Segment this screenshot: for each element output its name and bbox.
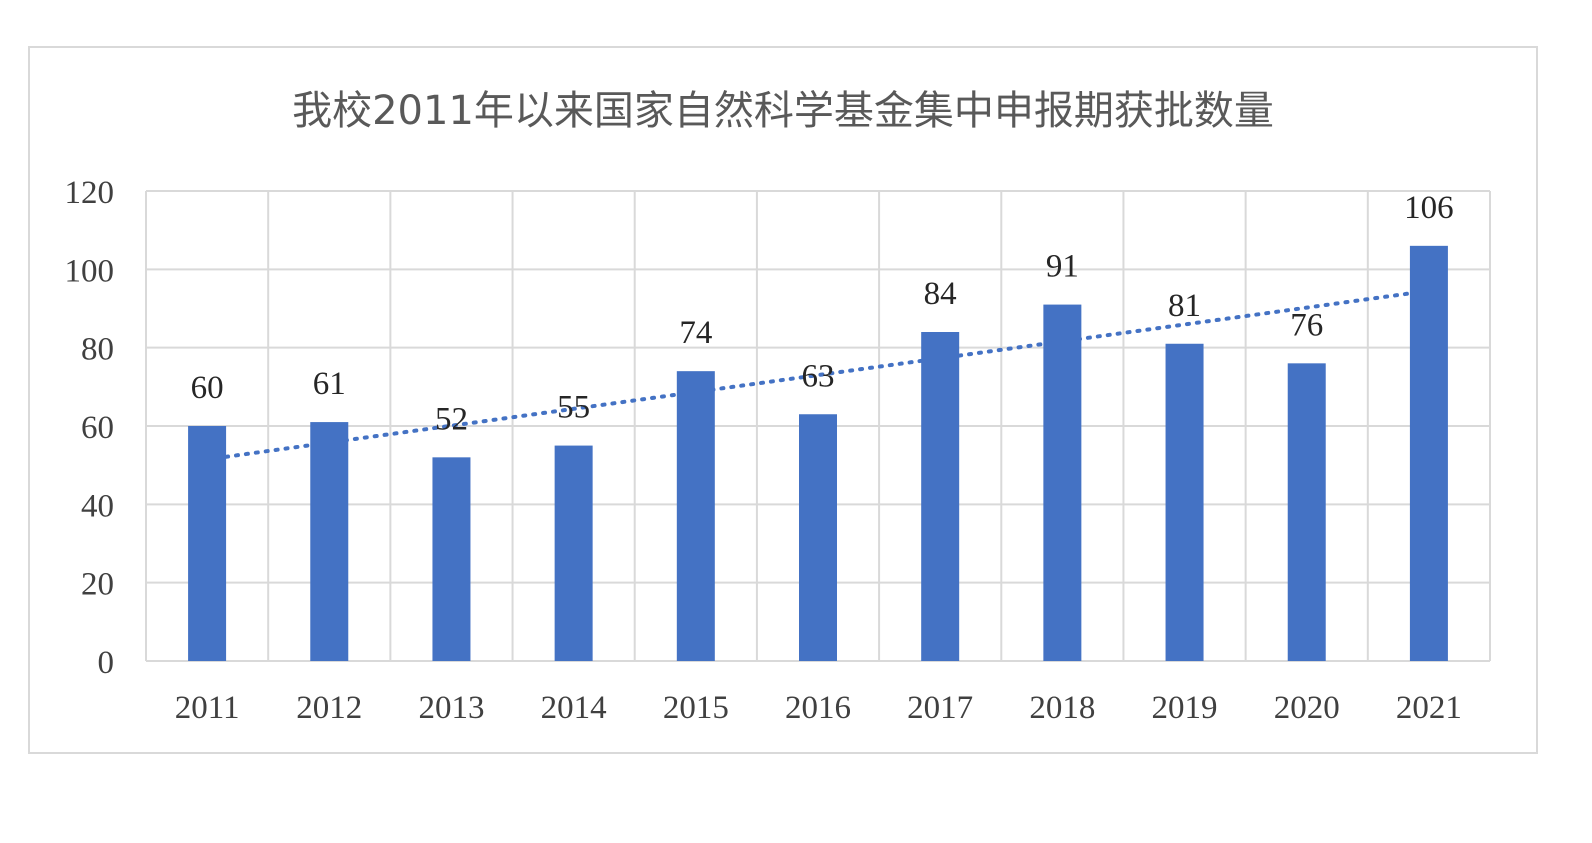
bar [432, 457, 471, 661]
bar [921, 332, 960, 661]
chart-frame [28, 46, 1538, 754]
bar [676, 371, 715, 661]
data-label: 76 [1290, 307, 1323, 343]
y-axis-ticks: 0 20 40 60 80 100 120 [65, 175, 115, 681]
x-tick-label: 2012 [296, 690, 362, 726]
data-label: 81 [1168, 288, 1201, 324]
x-tick-label: 2015 [663, 690, 729, 726]
bar [1043, 304, 1082, 661]
data-label: 74 [679, 315, 712, 351]
x-axis-ticks: 2011 2012 2013 2014 2015 2016 2017 2018 2019 2020… [175, 690, 1462, 726]
bar [1165, 343, 1204, 661]
y-tick-label: 20 [81, 567, 114, 603]
chart-title: 我校2011年以来国家自然科学基金集中申报期获批数量 [292, 88, 1274, 134]
x-tick-label: 2020 [1274, 690, 1340, 726]
data-label: 55 [557, 390, 590, 426]
data-label: 63 [802, 358, 835, 394]
trendline [224, 291, 1412, 459]
y-tick-label: 60 [81, 410, 114, 446]
x-tick-label: 2016 [785, 690, 851, 726]
bar [799, 414, 837, 661]
x-tick-label: 2014 [541, 690, 607, 726]
labels-layer: 60 61 52 55 74 63 84 91 81 76 106 [191, 190, 1454, 438]
y-tick-label: 120 [65, 175, 115, 211]
bar [554, 445, 593, 661]
data-label: 61 [313, 366, 346, 402]
data-label: 52 [435, 401, 468, 437]
data-label: 91 [1046, 249, 1079, 285]
trend-layer [224, 291, 1412, 459]
bar [1409, 245, 1448, 662]
x-tick-label: 2013 [418, 690, 484, 726]
x-tick-label: 2011 [175, 690, 240, 726]
y-tick-label: 80 [81, 332, 114, 368]
grid-layer [145, 190, 1491, 662]
x-tick-label: 2017 [907, 690, 973, 726]
data-label: 84 [924, 276, 957, 312]
y-tick-label: 100 [65, 253, 115, 289]
bar [310, 422, 349, 661]
bar [188, 426, 227, 661]
y-tick-label: 40 [81, 488, 114, 524]
x-tick-label: 2021 [1396, 690, 1462, 726]
x-tick-label: 2019 [1152, 690, 1218, 726]
y-tick-label: 0 [98, 645, 115, 681]
bar [1287, 363, 1326, 661]
bars-layer [188, 245, 1448, 662]
x-tick-label: 2018 [1029, 690, 1095, 726]
data-label: 60 [191, 370, 224, 406]
data-label: 106 [1404, 190, 1454, 226]
